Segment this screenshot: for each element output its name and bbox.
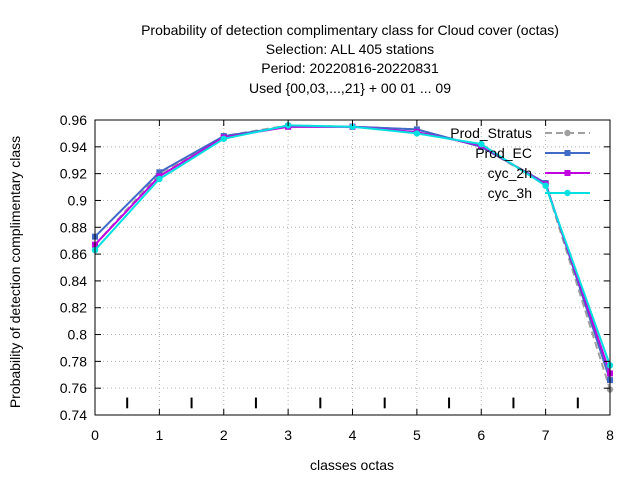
series-cyc_3h <box>91 122 614 369</box>
series-cyc_2h <box>92 123 613 377</box>
x-tick-label: 2 <box>220 427 228 443</box>
x-tick-label: 1 <box>155 427 163 443</box>
x-tick-label: 5 <box>413 427 421 443</box>
y-tick-label: 0.88 <box>60 219 87 235</box>
series-line <box>94 124 611 366</box>
title-line-4: Used {00,03,...,21} + 00 01 ... 09 <box>249 80 451 96</box>
legend-label: cyc_2h <box>488 165 532 181</box>
x-tick-label: 0 <box>91 427 99 443</box>
y-axis-label: Probability of detection complimentary c… <box>7 136 23 408</box>
chart-title: Probability of detection complimentary c… <box>141 22 559 96</box>
legend-label: cyc_3h <box>488 185 532 201</box>
data-point <box>349 123 356 130</box>
x-tick-label: 7 <box>542 427 550 443</box>
y-tick-label: 0.76 <box>60 380 87 396</box>
y-tick-label: 0.84 <box>60 273 87 289</box>
x-tick-label: 3 <box>284 427 292 443</box>
axes: 0.74 0.76 0.78 0.8 0.82 0.84 0.86 0.88 0.9 0.92 0.… <box>60 112 614 443</box>
series-group <box>91 122 614 393</box>
legend-label: Prod_EC <box>475 145 532 161</box>
legend-marker <box>564 129 571 137</box>
legend-marker <box>564 170 571 176</box>
x-tick-label: 6 <box>477 427 485 443</box>
y-tick-label: 0.94 <box>60 139 87 155</box>
x-axis-label: classes octas <box>310 457 394 473</box>
y-tick-label: 0.96 <box>60 112 87 128</box>
y-tick-label: 0.74 <box>60 407 87 423</box>
y-tick-label: 0.8 <box>68 327 88 343</box>
legend-marker <box>564 150 571 156</box>
y-tick-label: 0.78 <box>60 353 87 369</box>
y-tick-label: 0.86 <box>60 246 87 262</box>
data-point <box>220 135 227 142</box>
data-point <box>413 130 421 137</box>
title-line-2: Selection: ALL 405 stations <box>266 41 434 57</box>
data-point <box>156 169 163 176</box>
title-line-1: Probability of detection complimentary c… <box>141 22 559 38</box>
x-tick-label: 8 <box>606 427 614 443</box>
x-tick-label: 4 <box>349 427 357 443</box>
data-point <box>478 140 485 148</box>
data-point <box>542 182 549 189</box>
legend: Prod_Stratus Prod_EC cyc_2h cyc_3h <box>450 125 590 201</box>
data-point <box>156 175 163 183</box>
legend-marker <box>564 189 571 197</box>
y-tick-label: 0.9 <box>68 192 88 208</box>
legend-label: Prod_Stratus <box>450 125 532 141</box>
y-tick-label: 0.82 <box>60 300 87 316</box>
title-line-3: Period: 20220816-20220831 <box>261 60 439 76</box>
y-tick-label: 0.92 <box>60 166 87 182</box>
